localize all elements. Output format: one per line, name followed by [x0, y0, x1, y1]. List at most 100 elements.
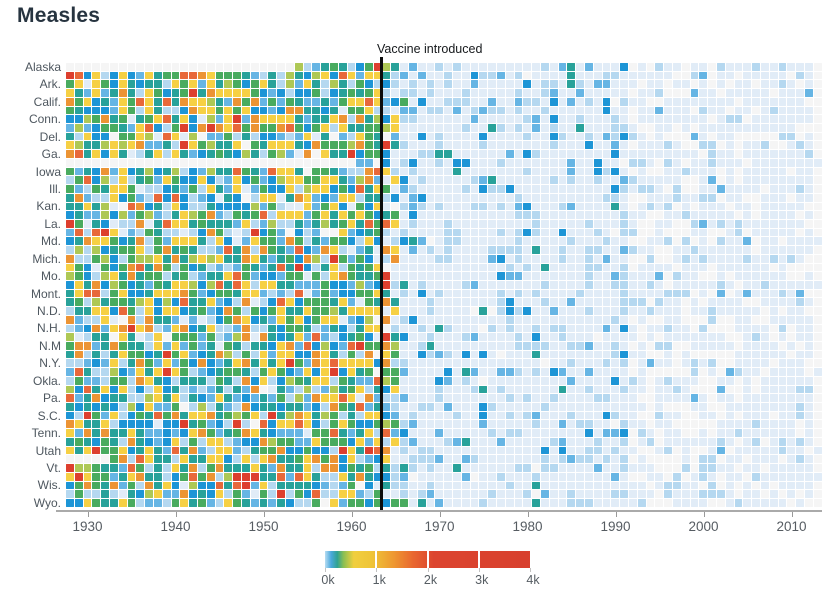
heatmap-cell — [277, 193, 285, 202]
heatmap-cell — [268, 176, 277, 185]
heatmap-cell — [804, 167, 813, 176]
heatmap-cell — [470, 97, 479, 106]
heatmap-cell — [672, 403, 681, 411]
heatmap-cell — [699, 63, 708, 71]
heatmap-cell — [171, 63, 180, 71]
heatmap-cell — [444, 298, 453, 307]
heatmap-cell — [136, 237, 145, 246]
heatmap-cell — [497, 202, 505, 211]
heatmap-cell — [778, 132, 787, 141]
heatmap-cell — [752, 115, 760, 124]
heatmap-cell — [409, 376, 417, 385]
heatmap-cell — [162, 394, 171, 403]
heatmap-cell — [743, 359, 752, 368]
heatmap-cell — [796, 394, 804, 403]
heatmap-cell — [576, 429, 585, 437]
heatmap-cell — [672, 141, 681, 150]
heatmap-cell — [356, 141, 365, 150]
heatmap-cell — [549, 333, 558, 341]
heatmap-cell — [681, 63, 690, 71]
heatmap-cell — [664, 141, 672, 150]
heatmap-cell — [796, 376, 804, 385]
heatmap-cell — [329, 359, 338, 368]
heatmap-cell — [426, 289, 435, 298]
heatmap-cell — [734, 437, 743, 446]
heatmap-cell — [602, 228, 611, 237]
heatmap-cell — [769, 350, 778, 359]
heatmap-cell — [162, 359, 171, 368]
heatmap-cell — [241, 124, 250, 132]
heatmap-cell — [373, 411, 382, 420]
heatmap-cell — [145, 350, 153, 359]
heatmap-cell — [523, 498, 532, 507]
heatmap-cell — [778, 342, 787, 350]
heatmap-cell — [629, 437, 637, 446]
heatmap-cell — [461, 141, 470, 150]
heatmap-cell — [347, 237, 356, 246]
heatmap-cell — [690, 141, 699, 150]
heatmap-cell — [338, 106, 347, 115]
heatmap-cell — [593, 464, 602, 472]
heatmap-cell — [646, 228, 655, 237]
heatmap-cell — [171, 185, 180, 193]
heatmap-cell — [567, 254, 576, 263]
heatmap-cell — [312, 237, 321, 246]
heatmap-cell — [118, 106, 127, 115]
heatmap-cell — [567, 63, 576, 71]
heatmap-cell — [409, 385, 417, 394]
heatmap-cell — [277, 385, 285, 394]
heatmap-cell — [233, 272, 241, 280]
heatmap-cell — [365, 106, 373, 115]
heatmap-cell — [672, 315, 681, 324]
heatmap-cell — [382, 298, 391, 307]
heatmap-cell — [206, 176, 215, 185]
heatmap-cell — [145, 158, 153, 167]
heatmap-cell — [162, 97, 171, 106]
heatmap-cell — [391, 63, 400, 71]
heatmap-cell — [690, 394, 699, 403]
heatmap-cell — [593, 176, 602, 185]
y-axis-label: Ga. — [41, 147, 61, 162]
heatmap-cell — [716, 185, 725, 193]
heatmap-cell — [620, 342, 628, 350]
heatmap-cell — [488, 298, 497, 307]
heatmap-cell — [136, 289, 145, 298]
heatmap-cell — [241, 211, 250, 219]
heatmap-cell — [813, 237, 822, 246]
heatmap-cell — [681, 324, 690, 333]
heatmap-cell — [215, 246, 224, 254]
heatmap-cell — [541, 167, 549, 176]
heatmap-cell — [294, 89, 303, 97]
heatmap-cell — [259, 219, 268, 228]
heatmap-cell — [118, 80, 127, 89]
heatmap-cell — [268, 219, 277, 228]
heatmap-cell — [743, 80, 752, 89]
heatmap-cell — [197, 237, 206, 246]
heatmap-cell — [127, 97, 136, 106]
heatmap-cell — [699, 394, 708, 403]
heatmap-cell — [558, 263, 567, 272]
heatmap-cell — [92, 359, 101, 368]
heatmap-cell — [277, 132, 285, 141]
heatmap-cell — [672, 106, 681, 115]
heatmap-cell — [215, 80, 224, 89]
heatmap-cell — [497, 385, 505, 394]
heatmap-cell — [285, 333, 294, 341]
heatmap-cell — [558, 420, 567, 429]
heatmap-cell — [620, 481, 628, 490]
heatmap-cell — [356, 359, 365, 368]
heatmap-cell — [479, 394, 488, 403]
heatmap-cell — [804, 237, 813, 246]
heatmap-cell — [760, 202, 769, 211]
heatmap-cell — [197, 394, 206, 403]
heatmap-cell — [497, 350, 505, 359]
heatmap-cell — [197, 80, 206, 89]
heatmap-cell — [197, 490, 206, 498]
heatmap-cell — [153, 394, 162, 403]
heatmap-cell — [74, 411, 83, 420]
heatmap-cell — [382, 80, 391, 89]
heatmap-cell — [162, 324, 171, 333]
heatmap-cell — [145, 420, 153, 429]
heatmap-cell — [585, 376, 593, 385]
heatmap-cell — [664, 228, 672, 237]
